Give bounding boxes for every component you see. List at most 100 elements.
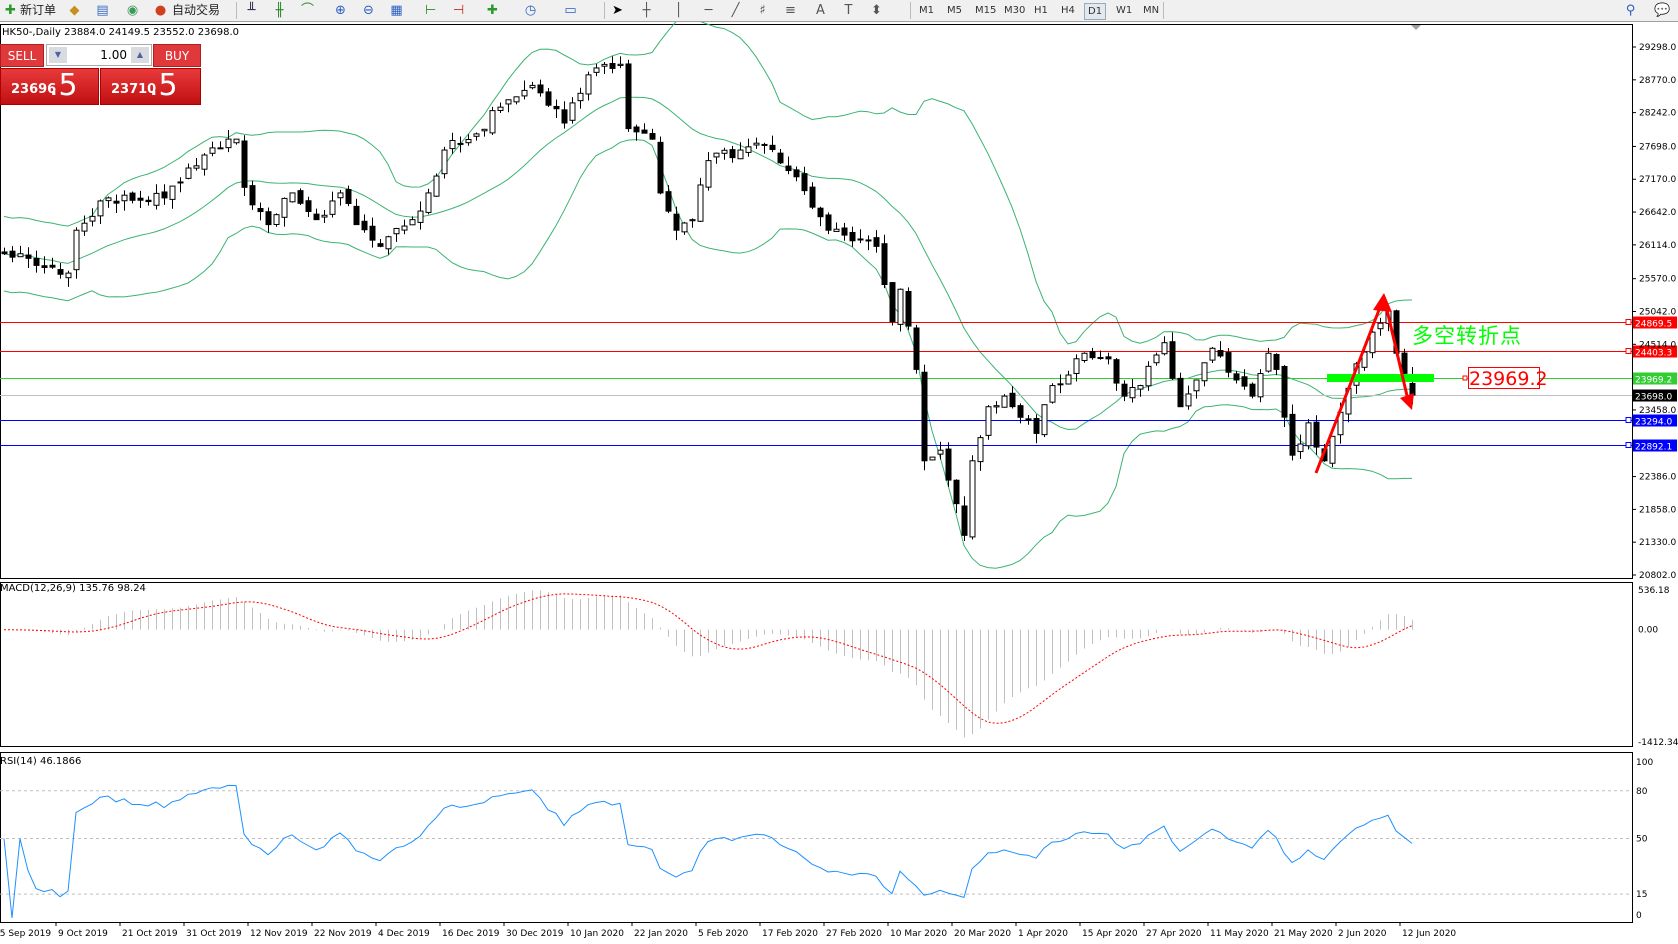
chart-shift-icon[interactable]: ⊢ xyxy=(424,3,437,18)
navigator-icon[interactable]: ◉ xyxy=(126,3,139,18)
periods-clock-icon[interactable]: ◷ xyxy=(524,3,537,18)
buy-price-button[interactable]: 23710 .5 xyxy=(100,68,201,105)
candle-bullish xyxy=(513,96,520,103)
volume-stepper[interactable]: ▼ 1.00 ▲ xyxy=(46,44,152,66)
candle-bullish xyxy=(529,84,536,89)
buy-button[interactable]: BUY xyxy=(153,44,201,67)
candle-bearish xyxy=(793,169,800,178)
buy-price-main: 23710 xyxy=(111,82,157,97)
date-label: 10 Mar 2020 xyxy=(890,929,947,939)
price-tick-label: 22386.0 xyxy=(1639,473,1676,483)
trendline-icon[interactable]: ╱ xyxy=(731,3,740,18)
candle-bearish xyxy=(1225,352,1232,373)
timeframe-m5[interactable]: M5 xyxy=(947,5,962,16)
candle-bullish xyxy=(689,219,696,222)
candle-bearish xyxy=(1241,376,1248,387)
zoom-in-icon[interactable]: ⊕ xyxy=(335,3,346,18)
candle-bearish xyxy=(825,214,832,231)
auto-scroll-icon[interactable]: ⊣ xyxy=(452,3,465,18)
candle-bearish xyxy=(1009,392,1016,408)
bar-chart-icon[interactable]: ╨ xyxy=(247,3,256,18)
new-order-icon[interactable]: ✚ xyxy=(5,3,16,18)
candlestick-chart-icon[interactable]: ╫ xyxy=(275,3,284,18)
candle-bearish xyxy=(921,371,928,462)
fibonacci-icon[interactable]: ≡ xyxy=(785,3,796,18)
candle-bearish xyxy=(1017,405,1024,418)
toolbar-separator xyxy=(1163,2,1164,19)
timeframe-d1[interactable]: D1 xyxy=(1084,3,1107,20)
new-order-button[interactable]: 新订单 xyxy=(20,3,57,17)
candle-bearish xyxy=(801,173,808,192)
macd-axis-label: -1412.34 xyxy=(1638,738,1678,748)
indicators-icon[interactable]: ✚ xyxy=(487,3,498,18)
candle-bearish xyxy=(345,189,352,204)
candle-bullish xyxy=(601,63,608,67)
annotation-price-box[interactable]: 23969.2 xyxy=(1468,367,1548,390)
date-label: 31 Oct 2019 xyxy=(186,929,242,939)
cursor-icon[interactable]: ➤ xyxy=(612,3,623,18)
bollinger-middle-band xyxy=(3,96,1413,431)
price-tick-label: 26114.0 xyxy=(1639,241,1676,251)
data-window-icon[interactable]: ▤ xyxy=(96,3,109,18)
candle-bullish xyxy=(1097,357,1104,360)
candle-bullish xyxy=(97,200,104,217)
volume-down-icon[interactable]: ▼ xyxy=(49,47,67,63)
timeframe-m30[interactable]: M30 xyxy=(1004,5,1026,16)
tile-windows-icon[interactable]: ▦ xyxy=(390,3,403,18)
timeframe-h4[interactable]: H4 xyxy=(1061,5,1075,16)
equidistant-channel-icon[interactable]: ♯ xyxy=(759,3,766,18)
timeframe-m1[interactable]: M1 xyxy=(919,5,934,16)
candle-bullish xyxy=(329,200,336,215)
candle-bearish xyxy=(673,213,680,231)
chat-icon[interactable]: 💬 xyxy=(1654,3,1671,18)
vertical-line-icon[interactable]: │ xyxy=(674,3,683,18)
volume-up-icon[interactable]: ▲ xyxy=(131,47,149,63)
candle-bearish xyxy=(25,254,32,259)
timeframe-w1[interactable]: W1 xyxy=(1116,5,1133,16)
zoom-out-icon[interactable]: ⊖ xyxy=(363,3,374,18)
rsi-label: RSI(14) 46.1866 xyxy=(0,756,82,767)
text-label-icon[interactable]: T xyxy=(844,3,853,18)
candle-bullish xyxy=(521,89,528,97)
crosshair-icon[interactable]: ┼ xyxy=(642,3,651,18)
macd-panel-frame xyxy=(0,582,1633,747)
candle-bearish xyxy=(41,265,48,268)
volume-input[interactable]: 1.00 xyxy=(100,48,127,62)
candle-bullish xyxy=(73,229,80,271)
annotation-text[interactable]: 多空转折点 xyxy=(1412,324,1522,348)
line-chart-icon[interactable]: ⌒ xyxy=(300,3,314,18)
timeframe-mn[interactable]: MN xyxy=(1143,5,1160,16)
auto-trading-icon[interactable]: ● xyxy=(154,3,167,18)
date-label: 9 Oct 2019 xyxy=(58,929,108,939)
timeframe-m15[interactable]: M15 xyxy=(975,5,997,16)
candle-bullish xyxy=(17,253,24,258)
price-tick-label: 28242.0 xyxy=(1639,109,1676,119)
candle-bearish xyxy=(537,84,544,94)
candle-bearish xyxy=(1409,382,1416,396)
arrows-icon[interactable]: ⬍ xyxy=(871,3,882,18)
search-icon[interactable]: ⚲ xyxy=(1625,3,1636,18)
candle-bullish xyxy=(865,239,872,242)
date-label: 12 Jun 2020 xyxy=(1402,929,1456,939)
candle-bearish xyxy=(1177,377,1184,408)
timeframe-h1[interactable]: H1 xyxy=(1034,5,1048,16)
date-label: 30 Dec 2019 xyxy=(506,929,564,939)
templates-icon[interactable]: ▭ xyxy=(564,3,577,18)
candle-bullish xyxy=(209,147,216,154)
candle-bullish xyxy=(289,192,296,203)
sell-price-button[interactable]: 23696 .5 xyxy=(0,68,99,105)
market-watch-icon[interactable]: ◆ xyxy=(69,3,80,18)
candle-bullish xyxy=(417,210,424,223)
candle-bullish xyxy=(929,456,936,461)
candle-bearish xyxy=(249,185,256,206)
candle-bullish xyxy=(833,228,840,232)
text-icon[interactable]: A xyxy=(816,3,825,18)
candle-bullish xyxy=(1329,435,1336,464)
price-tick-label: 21330.0 xyxy=(1639,538,1676,548)
rsi-axis-label: 50 xyxy=(1636,835,1648,845)
horizontal-line-icon[interactable]: ─ xyxy=(704,3,713,18)
arrow-head-down xyxy=(1400,393,1414,410)
auto-trading-button[interactable]: 自动交易 xyxy=(172,3,221,17)
sell-button[interactable]: SELL xyxy=(0,44,44,67)
